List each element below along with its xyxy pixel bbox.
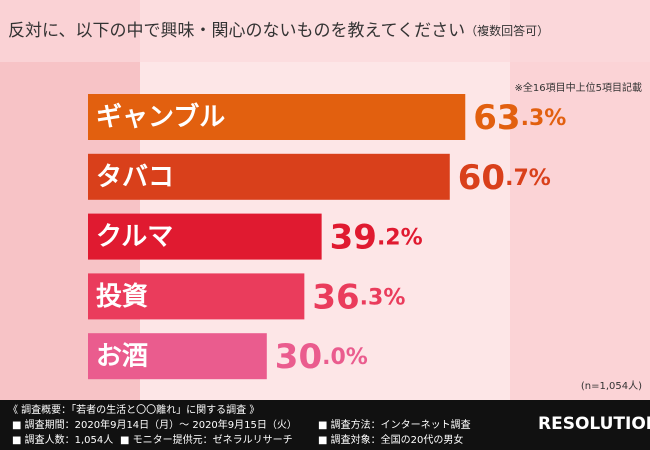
category-label: 投資 [96, 282, 148, 312]
value-label: 36.3% [312, 277, 405, 317]
value-label: 39.2% [330, 217, 423, 257]
category-label: クルマ [96, 222, 173, 252]
footer-band [0, 400, 650, 450]
bar [88, 153, 450, 200]
footer-item: ■ 調査人数：1,054人 [12, 433, 113, 446]
category-label: ギャンブル [96, 102, 225, 133]
footer-item: ■ 調査方法：インターネット調査 [318, 418, 471, 431]
footer-heading: 《 調査概要：「若者の生活と〇〇離れ」に関する調査 》 [8, 403, 259, 416]
footer-item: ■ 調査対象：全国の20代の男女 [318, 433, 463, 446]
logo: RESOLUTION [538, 414, 650, 434]
bar-chart: ギャンブル 63.3% タバコ 60.7% クルマ 39.2% 投資 36.3% お酒 30.0% [88, 94, 566, 380]
bar [88, 213, 322, 260]
value-label: 60.7% [458, 157, 551, 197]
footer-item: ■ モニター提供元：ゼネラルリサーチ [120, 433, 293, 446]
title: 反対に、以下の中で興味・関心のないものを教えてください（複数回答可） [8, 21, 549, 41]
footer-item: ■ 調査期間：2020年9月14日（月）～ 2020年9月15日（火） [12, 418, 297, 431]
title-band [0, 0, 650, 62]
bar [88, 333, 267, 380]
right-panel [510, 0, 650, 400]
category-label: お酒 [96, 342, 148, 372]
category-label: タバコ [96, 162, 174, 192]
bar [88, 273, 305, 320]
value-label: 63.3% [473, 98, 566, 138]
sample-note: (n=1,054人) [581, 380, 642, 392]
value-label: 30.0% [275, 337, 368, 377]
note: ※全16項目中上位5項目記載 [515, 81, 642, 94]
bar [88, 94, 466, 140]
